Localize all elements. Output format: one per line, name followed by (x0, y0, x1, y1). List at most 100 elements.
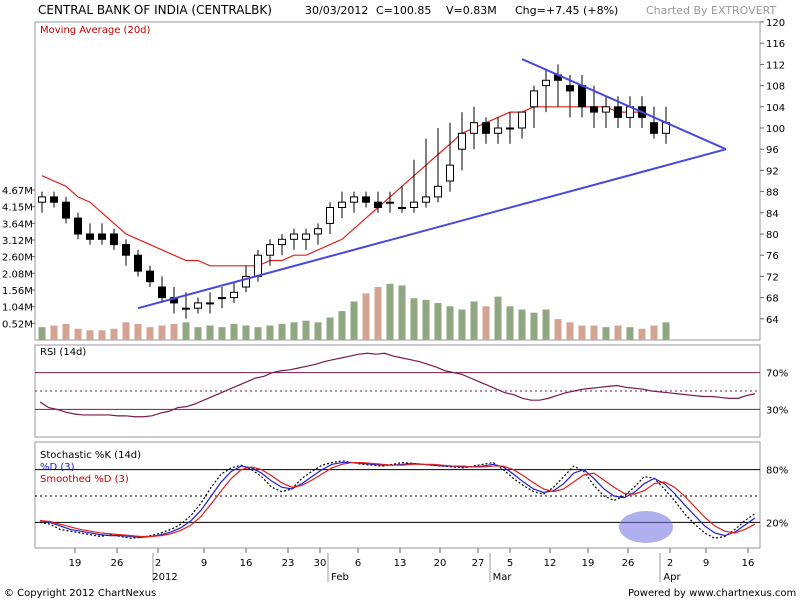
x-tick-label: 19 (582, 558, 595, 569)
month-label: Feb (331, 572, 349, 583)
stoch-sd-label: Smoothed %D (3) (40, 474, 129, 485)
candle-body (50, 196, 58, 203)
candle-body (386, 201, 394, 204)
volume-bar (386, 283, 394, 340)
volume-bar (482, 306, 490, 340)
volume-bar (110, 328, 118, 340)
x-tick-label: 13 (394, 558, 407, 569)
volume-tick-label: 4.67M (2, 186, 33, 197)
candle-body (134, 254, 142, 272)
volume-bar (398, 285, 406, 340)
volume-bar (590, 325, 598, 340)
volume-bar (134, 323, 142, 340)
volume-bar (62, 323, 70, 340)
volume-bar (266, 325, 274, 340)
volume-bar (362, 293, 370, 340)
price-tick-label: 72 (766, 272, 779, 283)
ma-line (41, 106, 667, 267)
volume-bar (290, 322, 298, 340)
candle-body (122, 244, 130, 256)
trendlines (137, 58, 727, 310)
volume-bar (242, 325, 250, 340)
stoch-k-label: Stochastic %K (14d) (40, 450, 141, 461)
volume-bar (314, 322, 322, 340)
x-tick-label: 16 (240, 558, 253, 569)
candle-body (650, 122, 658, 134)
volume-bar (506, 306, 514, 340)
month-label: 2012 (152, 572, 177, 583)
candle-body (302, 233, 310, 240)
x-tick-label: 6 (355, 558, 361, 569)
candle-body (362, 196, 370, 203)
price-tick-label: 92 (766, 166, 779, 177)
x-tick-label: 27 (472, 558, 485, 569)
stoch-sd-line (39, 461, 756, 538)
volume-bar (518, 309, 526, 340)
candle-body (602, 106, 610, 113)
candle-body (614, 106, 622, 118)
volume-bar (146, 327, 154, 340)
candle-body (194, 302, 202, 309)
candle-body (542, 79, 550, 87)
candle-body (158, 286, 166, 299)
volume-bar (326, 317, 334, 340)
price-tick-label: 64 (766, 315, 779, 326)
candle-body (62, 201, 70, 219)
volume-bar (218, 327, 226, 340)
candlesticks (38, 64, 670, 319)
symbol-title: CENTRAL BANK OF INDIA (CENTRALBK) (38, 3, 272, 17)
header-date: 30/03/2012 (305, 4, 368, 17)
header-close: C=100.85 (376, 4, 431, 17)
x-tick-label: 30 (314, 558, 327, 569)
candle-body (206, 302, 214, 305)
price-tick-label: 100 (766, 124, 785, 135)
volume-bar (230, 323, 238, 340)
candle-body (374, 201, 382, 208)
month-label: Mar (493, 572, 513, 583)
rsi-lines: 70% 30% (35, 352, 788, 418)
volume-tick-label: 3.12M (2, 236, 33, 247)
volume-bars (38, 283, 670, 340)
price-tick-label: 80 (766, 230, 779, 241)
volume-bar (458, 309, 466, 340)
header-volume: V=0.83M (446, 4, 497, 17)
volume-bar (122, 322, 130, 340)
stoch-d-label: %D (3) (40, 462, 75, 473)
candle-body (446, 164, 454, 182)
volume-tick-label: 4.15M (2, 203, 33, 214)
month-label: Apr (663, 572, 681, 583)
volume-bar (254, 327, 262, 340)
candle-body (278, 238, 286, 246)
footer-powered: Powered by www.chartnexus.com (628, 588, 796, 599)
volume-bar (182, 322, 190, 340)
x-tick-label: 2 (155, 558, 161, 569)
volume-bar (542, 309, 550, 340)
candle-body (218, 297, 226, 300)
volume-tick-label: 2.60M (2, 253, 33, 264)
candle-body (266, 244, 274, 256)
volume-bar (434, 303, 442, 340)
stochastic-lines: 80% 20% (35, 460, 788, 539)
x-tick-label: 26 (111, 558, 124, 569)
candle-body (422, 196, 430, 203)
x-tick-label: 12 (544, 558, 557, 569)
x-tick-label: 26 (622, 558, 635, 569)
x-tick-label: 19 (69, 558, 82, 569)
stoch-tick-label: 20% (766, 518, 788, 529)
volume-bar (338, 311, 346, 340)
volume-bar (566, 322, 574, 340)
price-tick-label: 96 (766, 145, 779, 156)
charted-by: Charted By EXTROVERT (646, 4, 776, 17)
x-tick-label: 9 (201, 558, 207, 569)
price-tick-label: 104 (766, 103, 785, 114)
candle-body (470, 122, 478, 134)
price-tick-label: 120 (766, 18, 785, 29)
rsi-line (39, 352, 756, 418)
price-axis: 64 68 72 76 80 84 88 92 96 100 104 108 112 116 120 (760, 18, 785, 326)
crossover-highlight (619, 511, 673, 543)
candle-body (506, 127, 514, 130)
candle-body (110, 233, 118, 246)
volume-bar (638, 328, 646, 340)
volume-bar (170, 323, 178, 340)
